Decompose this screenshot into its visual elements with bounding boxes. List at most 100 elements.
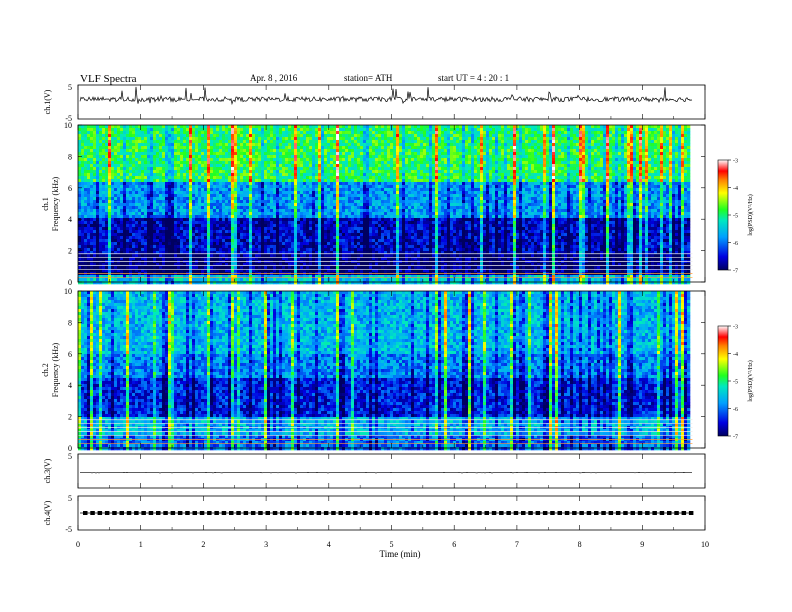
spectrogram-cell — [132, 137, 136, 141]
spectrogram-cell — [564, 137, 568, 141]
spectrogram-cell — [498, 164, 502, 168]
spectrogram-cell — [285, 194, 289, 198]
spectrogram-cell — [603, 179, 607, 183]
spectrogram-cell — [555, 134, 559, 138]
spectrogram-cell — [90, 182, 94, 186]
spectrogram-cell — [348, 182, 352, 186]
spectrogram-cell — [651, 155, 655, 159]
spectrogram-cell — [144, 188, 148, 192]
spectrogram-cell — [633, 128, 637, 132]
spectrogram-cell — [138, 179, 142, 183]
spectrogram-cell — [675, 149, 679, 153]
spectrogram-cell — [651, 134, 655, 138]
spectrogram-cell — [414, 191, 418, 195]
spectrogram-cell — [285, 146, 289, 150]
spectrogram-cell — [507, 194, 511, 198]
spectrogram-cell — [186, 128, 190, 132]
spectrogram-cell — [588, 155, 592, 159]
spectrogram-cell — [93, 176, 97, 180]
spectrogram-cell — [378, 170, 382, 174]
spectrogram-cell — [183, 188, 187, 192]
spectrogram-cell — [168, 155, 172, 159]
spectrogram-cell — [654, 179, 658, 183]
spectrogram-cell — [336, 146, 340, 150]
spectrogram-cell — [456, 158, 460, 162]
spectrogram-cell — [450, 137, 454, 141]
spectrogram-cell — [681, 176, 685, 180]
spectrogram-cell — [393, 155, 397, 159]
spectrogram-cell — [132, 155, 136, 159]
spectrogram-cell — [171, 179, 175, 183]
spectrogram-cell — [150, 155, 154, 159]
spectrogram-cell — [573, 185, 577, 189]
spectrogram-cell — [159, 185, 163, 189]
spectrogram-cell — [81, 176, 85, 180]
spectrogram-cell — [192, 140, 196, 144]
spectrogram-cell — [309, 188, 313, 192]
spectrogram-cell — [420, 167, 424, 171]
spectrogram-cell — [240, 170, 244, 174]
spectrogram-cell — [384, 176, 388, 180]
spectrogram-cell — [552, 176, 556, 180]
spectrogram-cell — [525, 128, 529, 132]
spectrogram-cell — [600, 182, 604, 186]
spectrogram-cell — [438, 182, 442, 186]
spectrogram-cell — [519, 164, 523, 168]
spectrogram-cell — [306, 128, 310, 132]
spectrogram-cell — [351, 134, 355, 138]
spectrogram-cell — [651, 131, 655, 135]
spectrogram-cell — [543, 143, 547, 147]
spectrogram-cell — [150, 170, 154, 174]
spectrogram-cell — [591, 143, 595, 147]
spectrogram-cell — [114, 146, 118, 150]
spectrogram-cell — [129, 179, 133, 183]
spectrogram-cell — [474, 146, 478, 150]
spectrogram-cell — [432, 191, 436, 195]
spectrogram-cell — [114, 152, 118, 156]
spectrogram-cell — [87, 134, 91, 138]
spectrogram-cell — [477, 182, 481, 186]
spectrogram-cell — [228, 170, 232, 174]
spectrogram-cell — [180, 170, 184, 174]
spectrogram-cell — [672, 152, 676, 156]
spectrogram-cell — [384, 188, 388, 192]
spectrogram-cell — [255, 167, 259, 171]
spectrogram-cell — [678, 140, 682, 144]
spectrogram-cell — [327, 155, 331, 159]
spectrogram-cell — [495, 167, 499, 171]
spectrogram-cell — [648, 182, 652, 186]
spectrogram-cell — [528, 164, 532, 168]
spectrogram-cell — [342, 137, 346, 141]
spectrogram-cell — [336, 176, 340, 180]
spectrogram-cell — [138, 137, 142, 141]
spectrogram-cell — [444, 170, 448, 174]
spectrogram-cell — [240, 173, 244, 177]
spectrogram-cell — [342, 158, 346, 162]
spectrogram-cell — [420, 134, 424, 138]
spectrogram-cell — [387, 152, 391, 156]
spectrogram-cell — [387, 158, 391, 162]
spectrogram-cell — [600, 170, 604, 174]
spectrogram-cell — [558, 191, 562, 195]
spectrogram-cell — [198, 149, 202, 153]
spectrogram-cell — [84, 161, 88, 165]
spectrogram-cell — [183, 167, 187, 171]
spectrogram-cell — [405, 137, 409, 141]
spectrogram-cell — [441, 188, 445, 192]
spectrogram-cell — [450, 125, 454, 129]
spectrogram-cell — [435, 134, 439, 138]
spectrogram-cell — [444, 125, 448, 129]
spectrogram-cell — [609, 188, 613, 192]
spectrogram-cell — [87, 167, 91, 171]
spectrogram-cell — [297, 182, 301, 186]
spectrogram-cell — [417, 131, 421, 135]
spectrogram-cell — [675, 164, 679, 168]
spectrogram-cell — [435, 191, 439, 195]
spectrogram-cell — [636, 173, 640, 177]
spectrogram-cell — [477, 155, 481, 159]
spectrogram-cell — [660, 176, 664, 180]
spectrogram-cell — [588, 191, 592, 195]
spectrogram-cell — [363, 125, 367, 129]
spectrogram-cell — [339, 128, 343, 132]
spectrogram-cell — [270, 164, 274, 168]
